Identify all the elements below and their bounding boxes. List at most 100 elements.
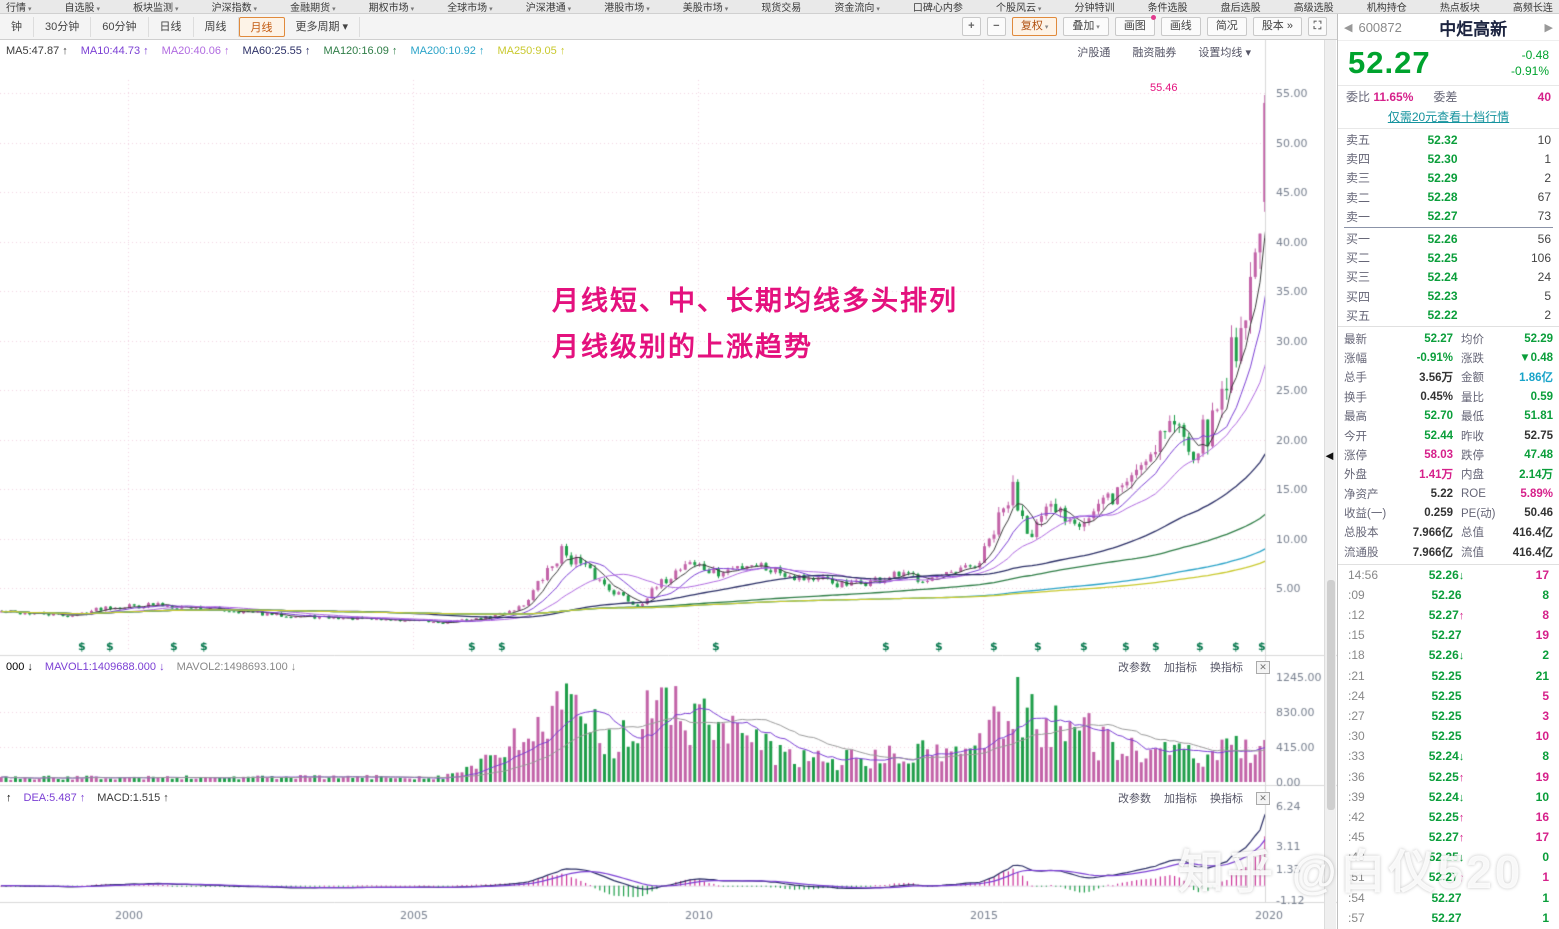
menu-item-4[interactable]: 沪深指数 ▾ (212, 0, 257, 13)
volume-pane-button-2[interactable]: 加指标 (1164, 662, 1197, 674)
stat-value: 3.56万 (1419, 372, 1453, 385)
macd-pane-close-icon[interactable]: ✕ (1256, 791, 1270, 805)
order-book-row-bid1: 买一 52.26 56 (1338, 229, 1559, 248)
toolbar-right-group: + − 复权 ▾ 叠加 ▾ 画图 画线 简况 股本 » ⛶ (961, 15, 1337, 36)
stat-value: 1.86亿 (1519, 372, 1553, 385)
time-sales-list[interactable]: 14:56 52.26↓ 17:09 52.26 8:12 52.27↑ 8:15 52.27… (1338, 565, 1559, 928)
menu-item-20[interactable]: 热点板块 (1440, 0, 1480, 13)
tick-time: :15 (1348, 628, 1365, 643)
tick-price-value: 52.27 (1431, 628, 1462, 643)
menu-item-14[interactable]: 个股风云 ▾ (996, 0, 1041, 13)
timeframe-60分钟[interactable]: 60分钟 (91, 16, 149, 37)
menu-item-18[interactable]: 高级选股 (1294, 0, 1334, 13)
menu-item-2[interactable]: 自选股 ▾ (65, 0, 100, 13)
menu-item-12[interactable]: 资金流向 ▾ (834, 0, 879, 13)
toolbar-button-1[interactable]: + (961, 17, 981, 36)
ma-legend-text: MA250:9.05 (497, 45, 557, 57)
menu-item-1[interactable]: 行情 ▾ (6, 0, 31, 13)
menu-item-label: 机构持仓 (1366, 3, 1407, 14)
order-book-row-bid4: 买四 52.23 5 (1338, 287, 1559, 306)
book-level-label: 买五 (1346, 308, 1371, 323)
chart-scrollbar[interactable] (1324, 40, 1336, 929)
stat-value: 2.14万 (1519, 469, 1553, 482)
tick-price-value: 52.25 (1428, 769, 1459, 784)
menu-item-16[interactable]: 条件选股 (1148, 0, 1188, 13)
menu-item-8[interactable]: 沪深港通 ▾ (526, 0, 571, 13)
macd-pane-button-2[interactable]: 加指标 (1164, 793, 1197, 805)
stat-label: 净资产 (1344, 488, 1379, 501)
tick-row-14: :45 52.27↑ 17 (1338, 827, 1559, 847)
toolbar-button-8[interactable]: 股本 » (1252, 17, 1302, 36)
menu-item-15[interactable]: 分钟特训 (1074, 0, 1115, 14)
stat-value: 50.46 (1524, 507, 1553, 520)
chart-link-2[interactable]: 融资融券 (1132, 47, 1177, 59)
book-price: 52.30 (1427, 151, 1458, 166)
prev-stock-icon[interactable]: ◀ (1344, 21, 1353, 34)
volume-pane-button-1[interactable]: 改参数 (1118, 662, 1151, 674)
toolbar-button-2[interactable]: − (986, 17, 1006, 36)
tick-row-4: :15 52.27 19 (1338, 625, 1559, 645)
menu-item-3[interactable]: 板块监测 ▾ (133, 0, 178, 13)
kline-canvas[interactable] (0, 40, 1337, 929)
macd-indicator-item: DEA:5.487 ↑ (24, 792, 86, 804)
weicha-label: 委差 (1433, 90, 1458, 104)
tick-row-3: :12 52.27↑ 8 (1338, 605, 1559, 625)
stat-label: 昨收 (1461, 430, 1484, 443)
book-qty: 10 (1537, 132, 1551, 147)
stat-row-10: 收益(一) 0.259 PE(动) 50.46 (1338, 503, 1559, 522)
ma-legend-1: MA5:47.87 ↑ (6, 45, 68, 57)
toolbar-button-7[interactable]: 简况 (1206, 17, 1247, 36)
stat-label: PE(动) (1461, 508, 1496, 521)
menu-item-11[interactable]: 现货交易 (761, 0, 801, 13)
scrollbar-thumb[interactable] (1326, 580, 1335, 810)
chart-link-1[interactable]: 沪股通 (1077, 47, 1111, 59)
tick-time: :42 (1348, 809, 1365, 824)
tick-volume: 17 (1535, 830, 1549, 845)
toolbar-button-3[interactable]: 复权 ▾ (1011, 17, 1058, 36)
timeframe-钟[interactable]: 钟 (0, 16, 34, 37)
tick-volume: 21 (1535, 668, 1549, 683)
stat-label: 流值 (1461, 546, 1484, 559)
menu-item-10[interactable]: 美股市场 ▾ (683, 0, 728, 13)
menu-item-9[interactable]: 港股市场 ▾ (604, 0, 649, 13)
timeframe-周线[interactable]: 周线 (194, 16, 239, 37)
toolbar-button-label: 画线 (1169, 20, 1192, 32)
menu-item-5[interactable]: 金融期货 ▾ (290, 0, 335, 13)
volume-pane-close-icon[interactable]: ✕ (1256, 660, 1270, 674)
ma-legend-text: MA60:25.55 (242, 45, 302, 57)
tick-price: 52.25 (1384, 729, 1509, 743)
timeframe-日线[interactable]: 日线 (149, 16, 194, 37)
menu-item-17[interactable]: 盘后选股 (1221, 0, 1261, 13)
menu-item-21[interactable]: 高频长连 (1513, 0, 1553, 13)
toolbar-button-9[interactable]: ⛶ (1308, 17, 1327, 36)
chart-link-3[interactable]: 设置均线 ▾ (1198, 47, 1251, 59)
menu-item-label: 全球市场 (447, 3, 488, 14)
volume-pane-button-3[interactable]: 换指标 (1210, 662, 1243, 674)
book-qty: 56 (1537, 231, 1551, 246)
menu-item-7[interactable]: 全球市场 ▾ (447, 0, 492, 14)
tick-volume: 19 (1535, 769, 1549, 784)
toolbar-button-6[interactable]: 画线 (1160, 17, 1201, 36)
macd-pane-button-1[interactable]: 改参数 (1118, 793, 1151, 805)
toolbar-button-4[interactable]: 叠加 ▾ (1063, 17, 1109, 36)
menu-item-19[interactable]: 机构持仓 (1366, 0, 1407, 14)
next-stock-icon[interactable]: ▶ (1544, 21, 1553, 34)
panel-collapse-arrow-icon[interactable]: ◄ (1323, 448, 1336, 463)
timeframe-月线[interactable]: 月线 (238, 16, 285, 37)
macd-pane-button-3[interactable]: 换指标 (1210, 793, 1243, 805)
menu-item-13[interactable]: 口碑心内参 (913, 0, 963, 13)
stat-row-5: 最高 52.70 最低 51.81 (1338, 406, 1559, 425)
menu-item-label: 分钟特训 (1074, 3, 1115, 14)
quote-panel: ◀ 600872 中炬高新 ▶ 52.27 -0.48 -0.91% 委比 11… (1337, 14, 1559, 929)
timeframe-30分钟[interactable]: 30分钟 (34, 16, 92, 37)
toolbar-button-5[interactable]: 画图 (1114, 15, 1156, 36)
level2-promo-link[interactable]: 仅需20元查看十档行情 (1338, 107, 1559, 129)
stat-value: 1.41万 (1419, 469, 1453, 482)
volume-indicator-header: 000 ↓ MAVOL1:1409688.000 ↓ MAVOL2:1498693.… (6, 659, 296, 675)
tick-row-6: :21 52.25 21 (1338, 666, 1559, 686)
tick-price-value: 52.27 (1431, 890, 1462, 905)
timeframe-更多周期 ▾[interactable]: 更多周期 ▾ (285, 16, 361, 37)
book-price: 52.24 (1427, 269, 1458, 284)
toolbar-button-label: 股本 » (1261, 20, 1293, 32)
menu-item-6[interactable]: 期权市场 ▾ (369, 0, 414, 13)
